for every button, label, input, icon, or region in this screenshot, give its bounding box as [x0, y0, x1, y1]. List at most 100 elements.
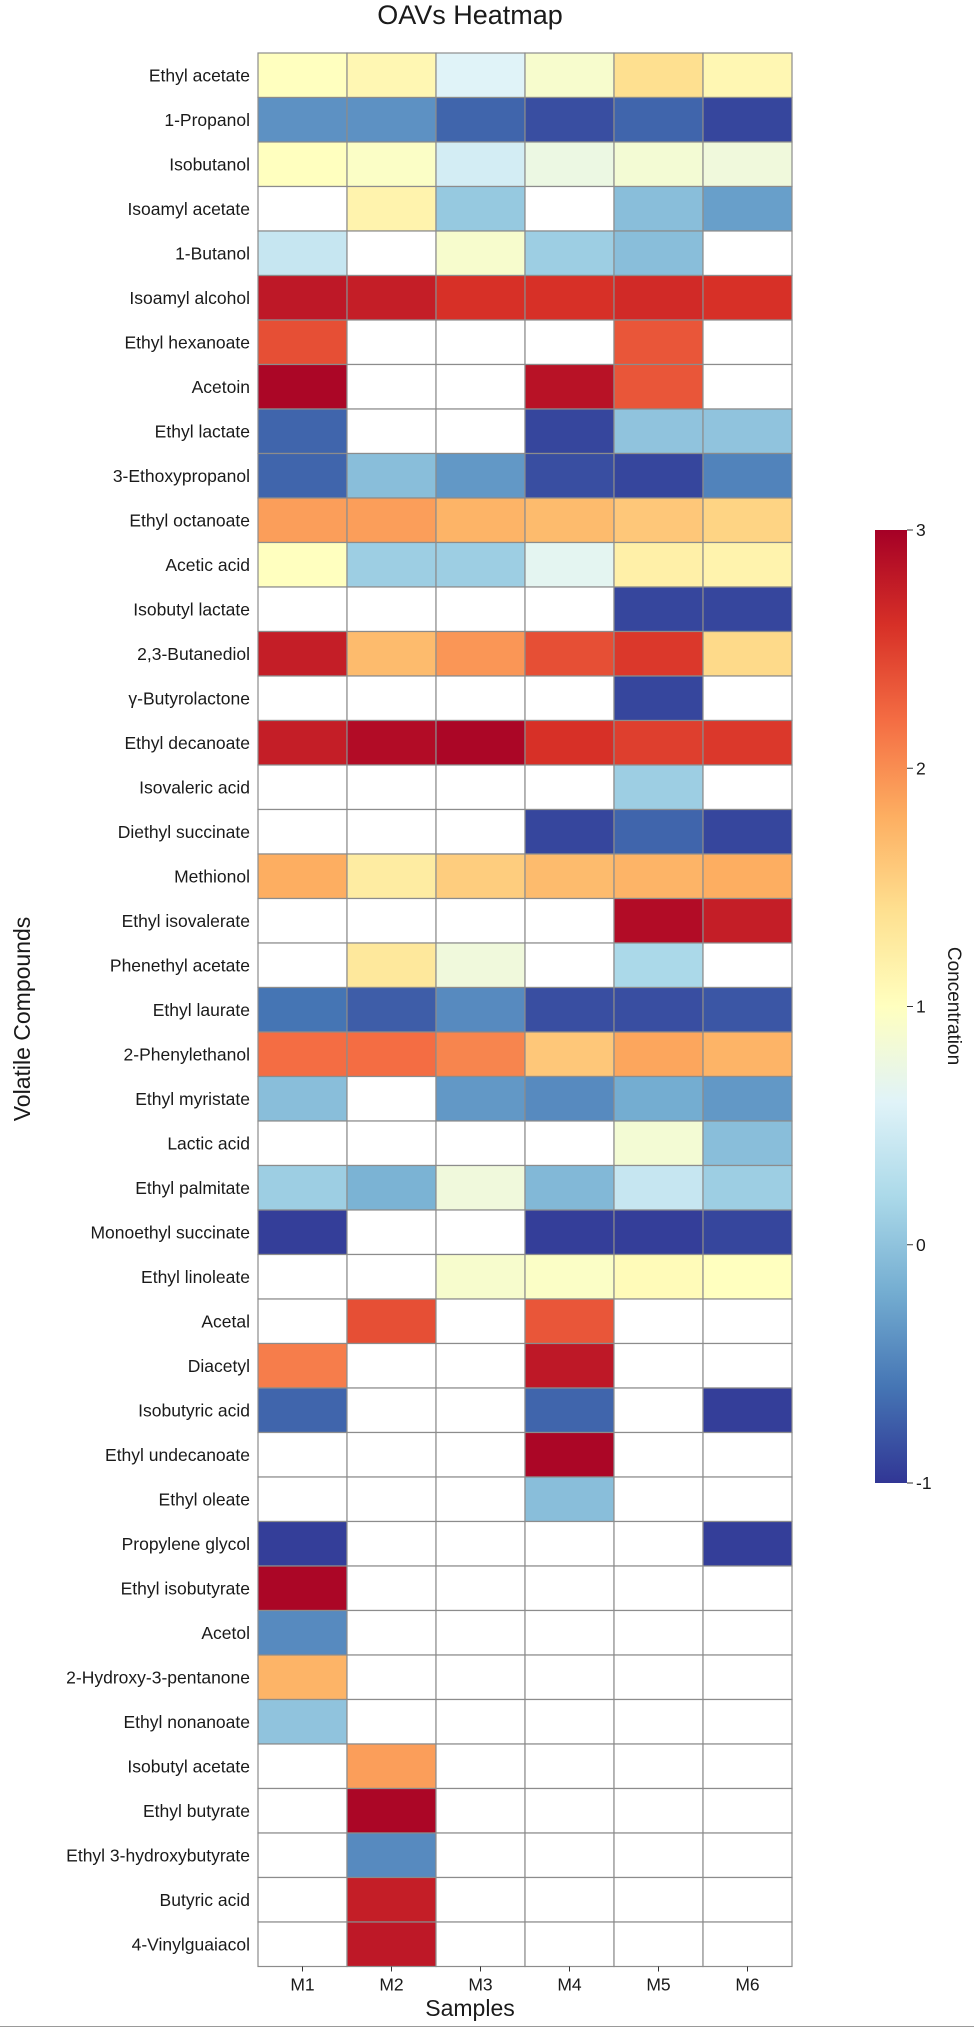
compound-label: Acetal [201, 1311, 250, 1331]
heatmap-cell [613, 1253, 704, 1300]
colorbar-label: Concentration [943, 947, 964, 1065]
heatmap-cell [346, 319, 437, 366]
heatmap-cell [524, 630, 615, 677]
heatmap-cell [702, 719, 793, 766]
heatmap-cell [524, 541, 615, 588]
heatmap-cell [435, 586, 526, 633]
compound-label: Ethyl nonanoate [124, 1712, 251, 1732]
compound-label: Acetol [201, 1623, 250, 1643]
heatmap-cell [613, 1743, 704, 1790]
heatmap-cell [524, 1387, 615, 1434]
heatmap-cell [435, 1342, 526, 1389]
heatmap-cell [346, 1520, 437, 1567]
heatmap-cell [613, 541, 704, 588]
heatmap-cell [613, 1075, 704, 1122]
compound-label: Monoethyl succinate [90, 1222, 250, 1242]
heatmap-cell [702, 808, 793, 855]
heatmap-cell [435, 185, 526, 232]
heatmap-cell [435, 1698, 526, 1745]
heatmap-cell [613, 1209, 704, 1256]
heatmap-cell [702, 452, 793, 499]
heatmap-cell [524, 141, 615, 188]
heatmap-cell [702, 1787, 793, 1834]
heatmap-cell [702, 1387, 793, 1434]
compound-label: Ethyl decanoate [124, 733, 250, 753]
sample-label: M2 [379, 1975, 403, 1995]
heatmap-cell [702, 1342, 793, 1389]
compound-label: Isobutyl acetate [127, 1756, 250, 1776]
compound-label: Isoamyl alcohol [129, 288, 250, 308]
colorbar [875, 530, 907, 1483]
heatmap-cell [702, 630, 793, 677]
heatmap-cell [346, 986, 437, 1033]
heatmap-cell [613, 141, 704, 188]
heatmap-cell [435, 1520, 526, 1567]
heatmap-cell [346, 1654, 437, 1701]
heatmap-cell [613, 452, 704, 499]
heatmap-cell [524, 1431, 615, 1478]
sample-label: M4 [557, 1975, 582, 1995]
heatmap-cell [524, 942, 615, 989]
heatmap-cell [524, 52, 615, 99]
heatmap-cell [257, 1787, 348, 1834]
heatmap-cell [257, 1743, 348, 1790]
heatmap-cell [524, 764, 615, 811]
heatmap-cell [435, 1075, 526, 1122]
heatmap-cell [613, 274, 704, 321]
compound-label: Acetic acid [165, 555, 250, 575]
heatmap-cell [702, 1164, 793, 1211]
heatmap-cell [524, 719, 615, 766]
heatmap-cell [257, 1476, 348, 1523]
heatmap-cell [346, 1164, 437, 1211]
heatmap-cell [524, 1164, 615, 1211]
heatmap-cell [613, 1031, 704, 1078]
heatmap-cell [435, 1120, 526, 1167]
compound-label: Ethyl linoleate [141, 1267, 250, 1287]
heatmap-cell [702, 497, 793, 544]
heatmap-cell [613, 630, 704, 677]
heatmap-cell [346, 1387, 437, 1434]
heatmap-cell [613, 942, 704, 989]
heatmap-cell [702, 141, 793, 188]
colorbar-ticks: -1 0 1 2 3 [907, 520, 932, 1493]
heatmap-cell [613, 675, 704, 722]
heatmap-cell [613, 764, 704, 811]
colorbar-tick-label: 3 [916, 520, 926, 540]
compound-label: 4-Vinylguaiacol [132, 1934, 250, 1954]
heatmap-cell [524, 1921, 615, 1968]
y-axis-label: Volatile Compounds [9, 917, 35, 1122]
heatmap-cell [257, 274, 348, 321]
compound-label: Ethyl undecanoate [105, 1445, 250, 1465]
heatmap-cell [613, 185, 704, 232]
heatmap-cell [435, 630, 526, 677]
heatmap-cell [613, 1609, 704, 1656]
heatmap-cell [702, 1743, 793, 1790]
compound-label: Ethyl oleate [159, 1489, 250, 1509]
heatmap-cell [702, 853, 793, 900]
heatmap-cell [346, 1698, 437, 1745]
compound-label: Ethyl octanoate [129, 510, 250, 530]
heatmap-cell [702, 942, 793, 989]
sample-labels: M1 M2 M3 M4 M5 M6 [290, 1966, 760, 1995]
heatmap-cell [435, 1253, 526, 1300]
heatmap-cell [346, 853, 437, 900]
heatmap-cell [257, 1565, 348, 1612]
heatmap-cell [613, 897, 704, 944]
heatmap-cell [257, 1921, 348, 1968]
heatmap-cell [257, 1520, 348, 1567]
heatmap-cell [702, 1876, 793, 1923]
compound-label: 3-Ethoxypropanol [113, 466, 250, 486]
heatmap-cell [435, 52, 526, 99]
heatmap-cell [257, 1253, 348, 1300]
heatmap-cell [702, 1253, 793, 1300]
heatmap-cell [702, 1654, 793, 1701]
heatmap-cell [257, 319, 348, 366]
compound-label: 2-Hydroxy-3-pentanone [66, 1667, 250, 1687]
heatmap-cell [346, 96, 437, 143]
heatmap-cell [702, 541, 793, 588]
heatmap-cell [524, 1209, 615, 1256]
compound-label: Propylene glycol [122, 1534, 250, 1554]
heatmap-cell [257, 1031, 348, 1078]
heatmap-cell [435, 274, 526, 321]
heatmap-cell [346, 630, 437, 677]
